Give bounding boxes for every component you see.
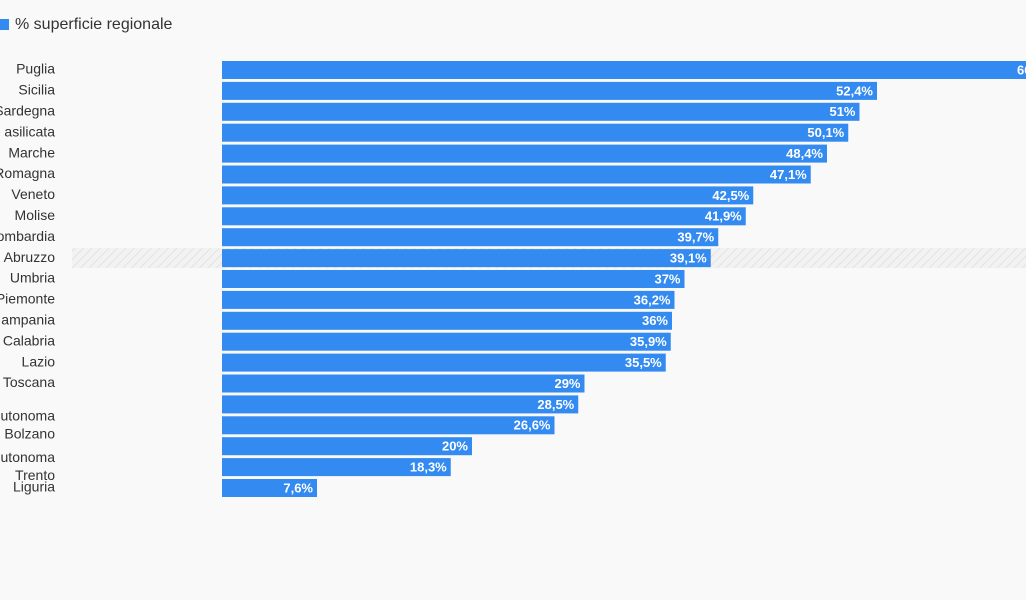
category-label: ombardia [0,228,55,244]
bar [222,416,555,435]
bar [222,102,860,121]
value-label: 39,1% [670,251,707,266]
category-label: Puglia [16,61,55,77]
category-label: Molise [15,207,56,223]
bar [222,332,671,351]
value-label: 52,4% [836,83,873,98]
bar [222,165,811,184]
bar [222,479,317,497]
value-label: 47,1% [770,167,807,182]
category-label: Abruzzo [4,249,56,265]
bar [222,207,746,226]
category-label: Romagna [0,165,55,181]
value-label: 41,9% [705,209,742,224]
value-label: 26,6% [514,418,551,433]
value-label: 20% [442,439,468,454]
category-label: Umbria [10,270,55,286]
legend-swatch [0,19,9,30]
bar [222,144,827,163]
category-label: Toscana [3,374,55,390]
category-label-line: utonoma [1,407,56,423]
value-label: 7,6% [283,480,313,495]
bar [222,290,675,309]
bar [222,311,672,330]
bar [222,353,666,372]
value-label: 35,5% [625,355,662,370]
bar [222,81,877,100]
bar [222,123,849,142]
category-label: utonoma Trento [1,449,56,483]
category-label: ampania [1,312,55,328]
category-label: Sicilia [18,82,55,98]
category-label: Calabria [3,332,55,348]
value-label: 39,7% [677,230,714,245]
bar [222,395,579,414]
category-label: Lazio [22,353,56,369]
category-label: Liguria [13,479,55,495]
category-label: Marche [8,144,55,160]
bar [222,61,1026,79]
bar [222,270,685,288]
category-label: asilicata [4,123,55,139]
bar [222,186,754,205]
value-label: 50,1% [807,125,844,140]
value-label: 48,4% [786,146,823,161]
value-label: 35,9% [630,334,667,349]
value-label: 28,5% [537,397,574,412]
legend-label: % superficie regionale [15,16,173,33]
value-label: 51% [829,104,855,119]
value-label: 36,2% [634,292,671,307]
bar [222,458,451,477]
category-label: Piemonte [0,291,55,307]
value-label: 66% [1017,62,1026,77]
bar [222,437,472,456]
category-label: utonoma Bolzano [1,407,56,441]
category-label-line: utonoma [1,449,56,465]
category-label-line: Bolzano [4,425,55,441]
bar [222,249,711,268]
value-label: 42,5% [712,188,749,203]
bar [222,228,719,247]
value-label: 29% [554,376,580,391]
category-label-line: Trento [15,467,55,483]
category-label: Veneto [11,186,55,202]
value-label: 18,3% [410,460,447,475]
bar [222,374,585,393]
value-label: 37% [654,271,680,286]
category-label: Sardegna [0,103,55,119]
value-label: 36% [642,313,668,328]
